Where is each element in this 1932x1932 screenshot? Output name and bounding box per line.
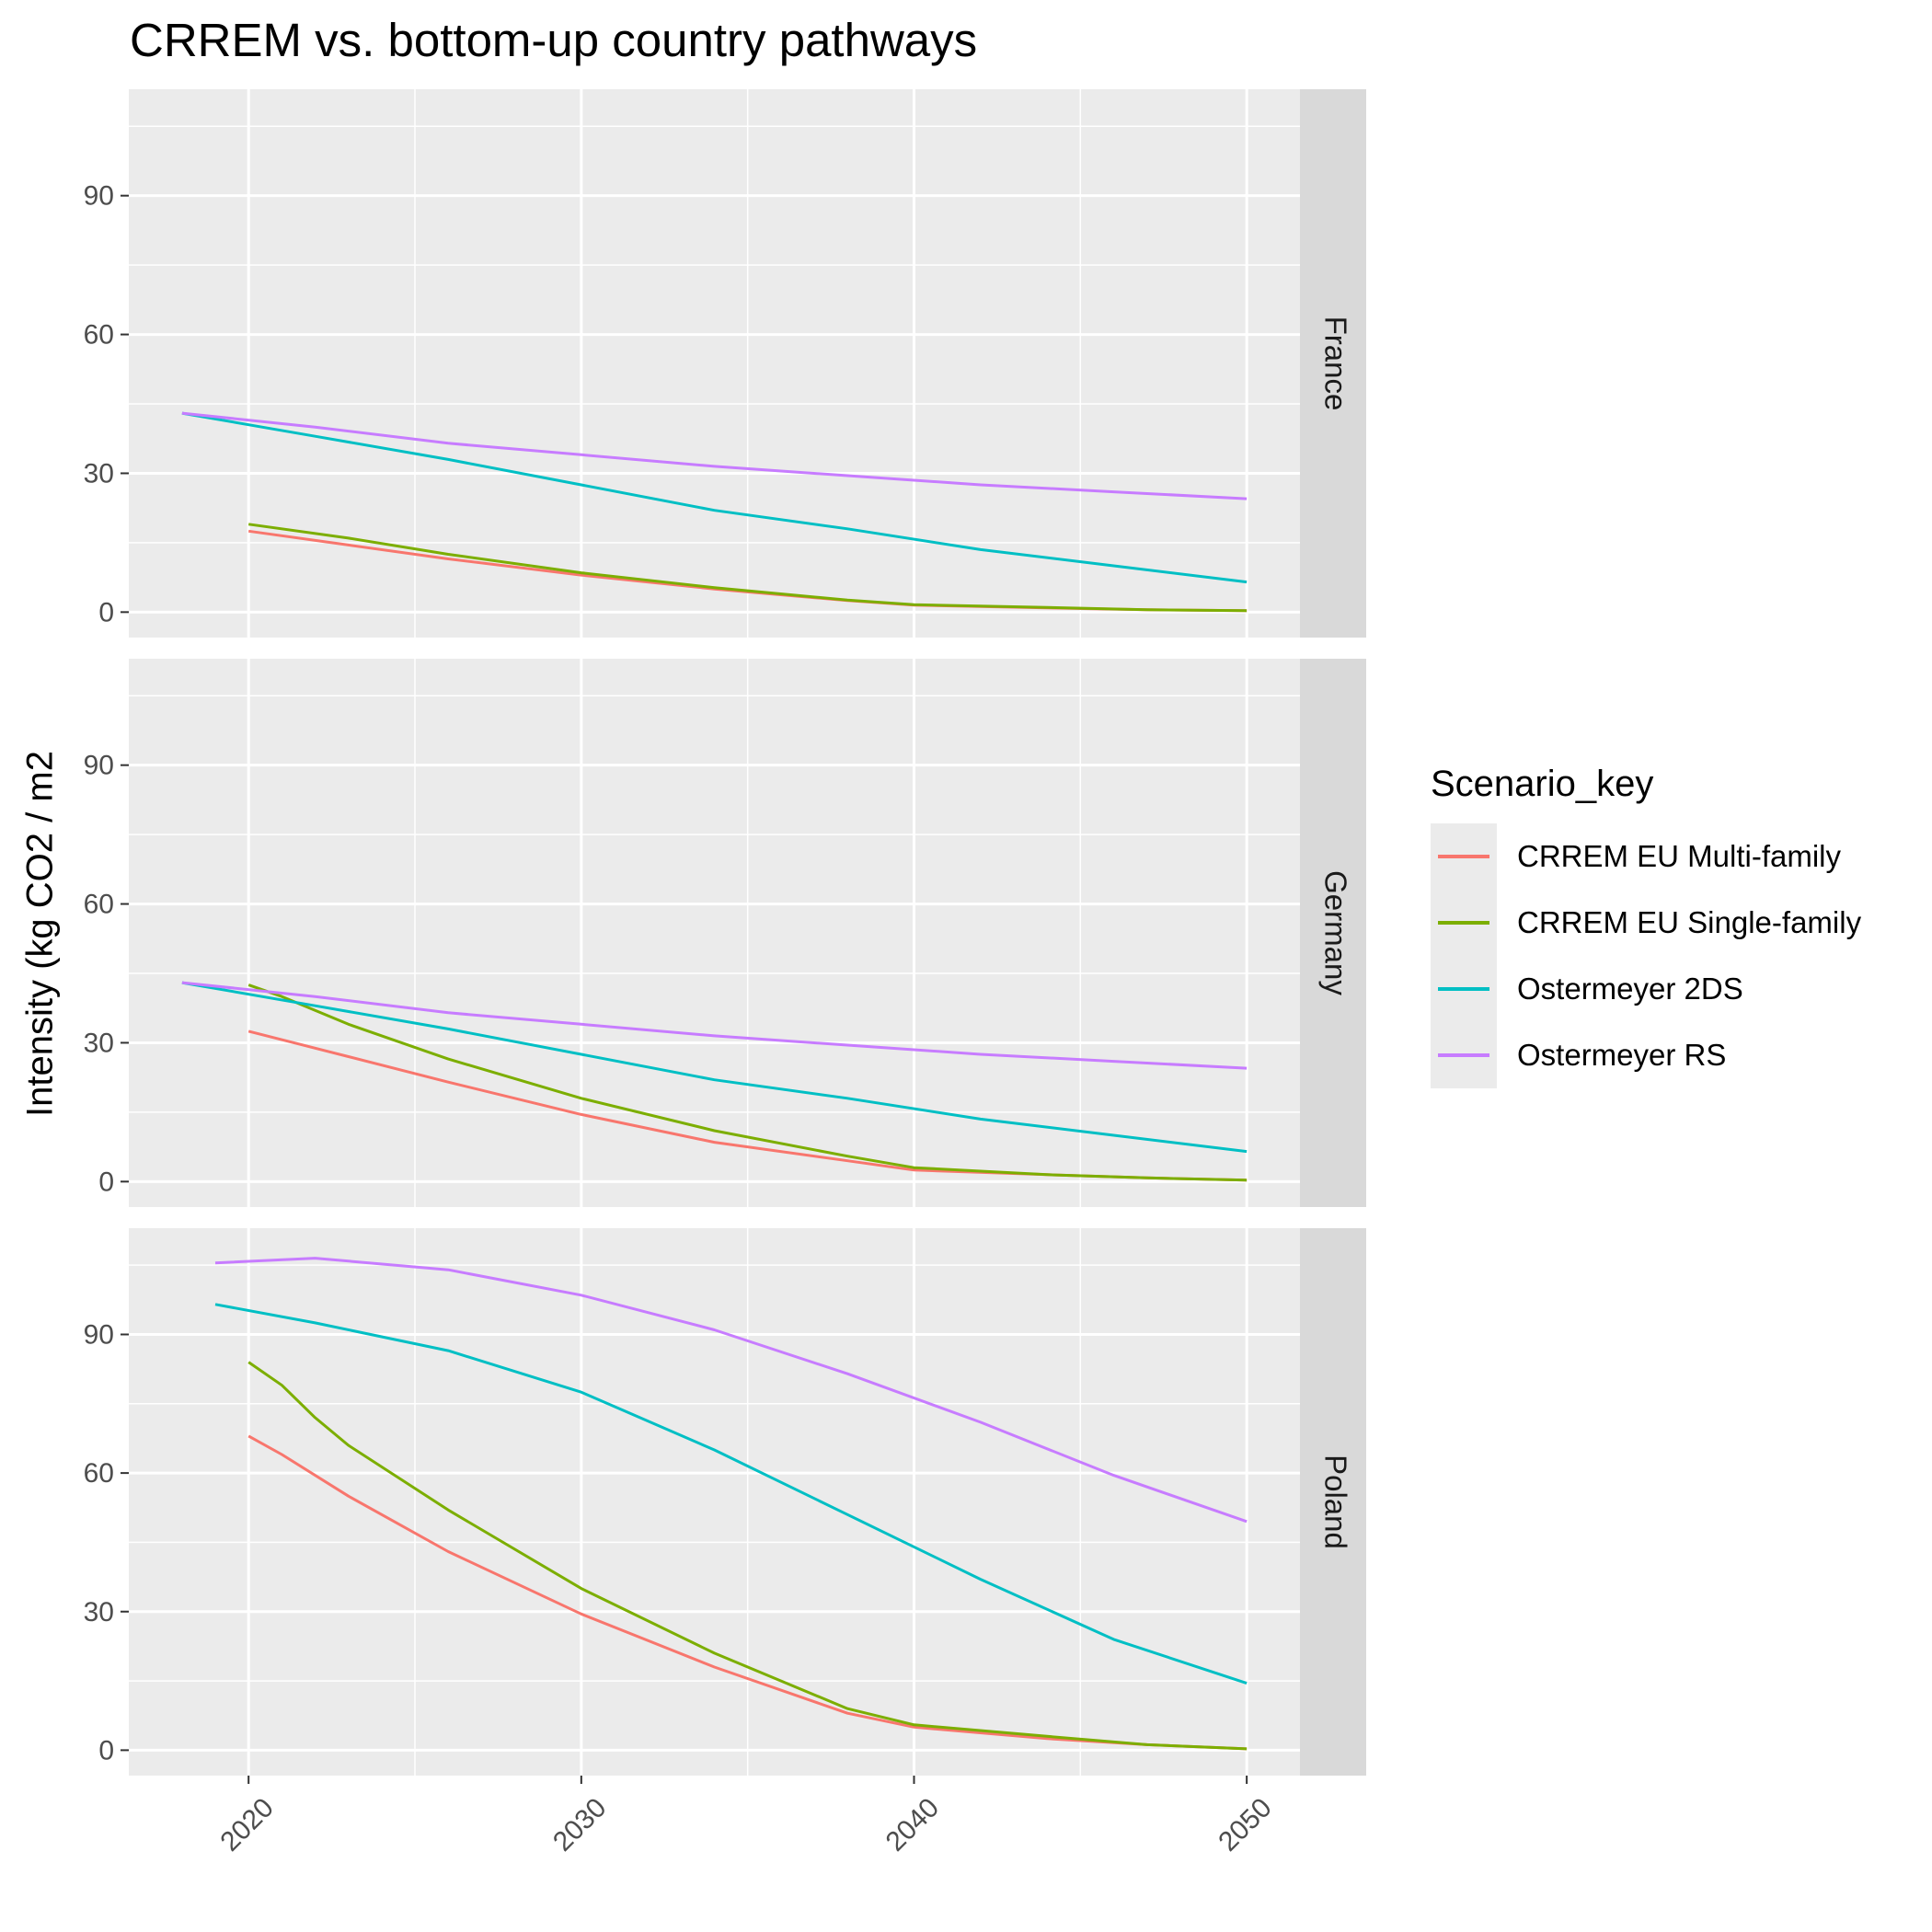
series-line-poland-ostermeyer-rs: [214, 1257, 1248, 1524]
series-line-france-ostermeyer-2ds: [181, 411, 1248, 584]
legend-label: Ostermeyer 2DS: [1517, 972, 1743, 1006]
panel-background-poland: [129, 1228, 1300, 1776]
legend-key: [1431, 956, 1497, 1022]
y-tick-label: 60: [84, 890, 114, 920]
facet-strip-france: [1300, 89, 1366, 638]
x-tick-label: 2030: [547, 1792, 613, 1857]
y-tick-label: 60: [84, 320, 114, 351]
legend-swatch: [1438, 855, 1489, 858]
series-line-france-ostermeyer-rs: [181, 411, 1248, 500]
legend-item-ostermeyer-2ds: Ostermeyer 2DS: [1431, 956, 1861, 1022]
facet-label-france: France: [1318, 316, 1352, 411]
legend-title: Scenario_key: [1431, 764, 1654, 804]
series-line-germany-ostermeyer-2ds: [181, 981, 1248, 1154]
legend-key: [1431, 823, 1497, 890]
y-tick-label: 90: [84, 1319, 114, 1350]
legend-key: [1431, 1022, 1497, 1088]
series-line-poland-crrem-eu-multi-family: [247, 1434, 1248, 1751]
series-line-france-crrem-eu-single-family: [247, 523, 1248, 613]
y-tick-label: 0: [98, 1167, 114, 1197]
series-line-poland-crrem-eu-single-family: [247, 1361, 1248, 1751]
chart-title: CRREM vs. bottom-up country pathways: [130, 14, 978, 66]
y-tick-label: 60: [84, 1458, 114, 1489]
y-tick-label: 90: [84, 751, 114, 781]
facet-label-germany: Germany: [1318, 870, 1352, 995]
facet-strip-germany: [1300, 659, 1366, 1207]
legend-item-crrem-eu-single-family: CRREM EU Single-family: [1431, 890, 1861, 956]
legend-label: CRREM EU Single-family: [1517, 905, 1862, 939]
y-tick-label: 90: [84, 181, 114, 212]
panel-background-france: [129, 89, 1300, 638]
legend-label: Ostermeyer RS: [1517, 1038, 1727, 1072]
series-line-germany-ostermeyer-rs: [181, 981, 1248, 1070]
x-tick-label: 2040: [880, 1792, 946, 1857]
y-tick-label: 30: [84, 458, 114, 489]
series-line-germany-crrem-eu-single-family: [247, 983, 1248, 1182]
legend-item-ostermeyer-rs: Ostermeyer RS: [1431, 1022, 1861, 1088]
legend-swatch: [1438, 921, 1489, 925]
legend-swatch: [1438, 1053, 1489, 1057]
facet-strip-poland: [1300, 1228, 1366, 1776]
series-line-poland-ostermeyer-2ds: [214, 1303, 1248, 1685]
legend-item-crrem-eu-multi-family: CRREM EU Multi-family: [1431, 823, 1861, 890]
y-tick-label: 30: [84, 1028, 114, 1058]
y-tick-label: 0: [98, 1735, 114, 1765]
x-tick-label: 2050: [1213, 1792, 1278, 1857]
facet-label-poland: Poland: [1318, 1455, 1352, 1549]
y-tick-label: 0: [98, 597, 114, 627]
y-tick-label: 30: [84, 1597, 114, 1627]
panel-background-germany: [129, 659, 1300, 1207]
x-tick-label: 2020: [214, 1792, 280, 1857]
legend-swatch: [1438, 987, 1489, 991]
legend: Scenario_key CRREM EU Multi-family CRREM…: [1431, 764, 1861, 1088]
legend-key: [1431, 890, 1497, 956]
legend-label: CRREM EU Multi-family: [1517, 839, 1842, 873]
